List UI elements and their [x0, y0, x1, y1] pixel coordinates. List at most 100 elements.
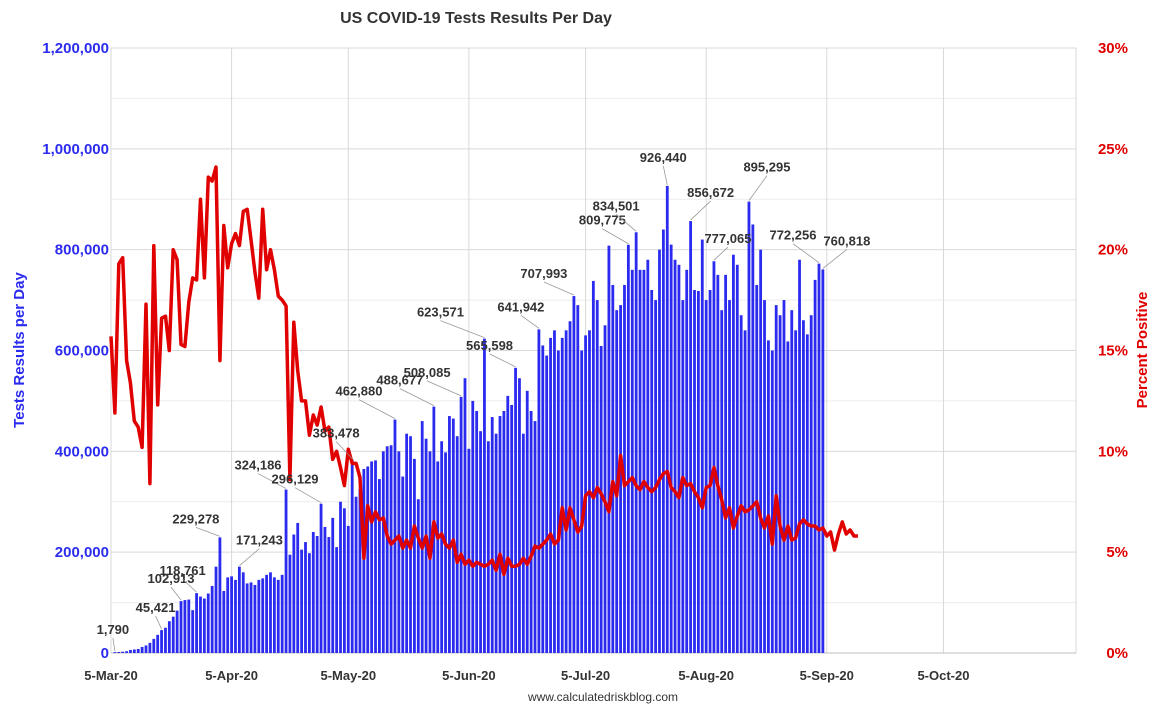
bar	[315, 536, 319, 653]
bar	[595, 300, 599, 653]
data-label-leader	[792, 243, 820, 263]
data-label: 926,440	[640, 150, 687, 165]
bar	[556, 350, 560, 653]
bar	[798, 259, 801, 653]
bar	[206, 593, 210, 653]
bar	[611, 284, 615, 653]
bar	[809, 315, 813, 653]
bar	[786, 341, 790, 653]
bar	[335, 547, 339, 653]
bar	[700, 239, 704, 654]
bar	[451, 418, 455, 653]
data-label: 1,790	[97, 622, 130, 637]
bar	[210, 585, 214, 653]
bar	[222, 590, 226, 653]
data-label: 102,913	[148, 571, 195, 586]
bar	[506, 395, 510, 653]
bar	[529, 411, 533, 653]
data-label: 118,761	[159, 563, 205, 578]
data-label-leader	[543, 281, 575, 296]
bar	[374, 460, 377, 653]
bar	[378, 479, 381, 653]
bar	[541, 345, 545, 653]
x-tick-label: 5-Jun-20	[442, 668, 495, 683]
bar	[747, 201, 751, 653]
bar	[132, 649, 136, 653]
bar	[591, 280, 595, 653]
bar	[385, 446, 389, 653]
data-label: 324,186	[235, 458, 282, 473]
bar	[234, 579, 237, 653]
chart-title: US COVID-19 Tests Results Per Day	[340, 10, 612, 27]
bar	[576, 305, 580, 653]
bar	[720, 310, 724, 653]
y-axis-label-left: Tests Results per Day	[11, 272, 28, 428]
bar	[175, 610, 179, 653]
bar	[350, 459, 354, 653]
bar	[381, 451, 385, 653]
bar	[658, 249, 661, 653]
bar	[778, 315, 782, 653]
bar	[767, 340, 770, 653]
data-label: 772,256	[769, 228, 816, 243]
bar	[358, 489, 362, 653]
data-label-leader	[440, 320, 485, 338]
bar	[300, 549, 304, 653]
data-label-leader	[602, 228, 629, 245]
bar	[307, 553, 311, 653]
bar	[805, 334, 809, 653]
data-label-leader	[690, 200, 711, 221]
bar	[323, 526, 327, 653]
data-label: 760,818	[823, 233, 870, 248]
bar	[237, 566, 241, 653]
bar	[304, 542, 307, 653]
bar	[459, 396, 463, 653]
bar	[346, 525, 350, 653]
bar	[467, 448, 471, 653]
bar	[821, 269, 825, 653]
data-label-leader	[426, 380, 462, 397]
source-credit: www.calculatedriskblog.com	[527, 690, 678, 704]
data-label: 296,129	[272, 472, 319, 487]
bar	[164, 627, 167, 653]
bar	[483, 338, 486, 653]
bar	[755, 284, 759, 653]
bar	[144, 645, 148, 653]
bar	[269, 572, 272, 653]
bar	[121, 651, 125, 653]
data-label: 623,571	[417, 305, 464, 320]
bar	[319, 503, 323, 653]
bar	[218, 537, 222, 653]
bar	[370, 461, 374, 653]
bar	[689, 221, 693, 653]
x-tick-label: 5-Sep-20	[800, 668, 854, 683]
bar	[642, 269, 646, 653]
y-tick-label-left: 200,000	[55, 544, 109, 561]
data-label-leader	[822, 249, 848, 269]
line-series-percent-positive	[109, 165, 858, 577]
y-tick-label-right: 25%	[1098, 141, 1128, 158]
x-tick-label: 5-May-20	[320, 668, 376, 683]
data-label-leader	[748, 175, 768, 201]
bar	[444, 452, 447, 653]
data-label-leader	[294, 487, 322, 504]
bar	[623, 284, 626, 653]
bar	[650, 290, 654, 653]
bar	[276, 579, 280, 653]
bar	[148, 642, 152, 653]
bar	[817, 263, 821, 653]
bar	[167, 621, 171, 653]
x-tick-label: 5-Apr-20	[205, 668, 258, 683]
bar	[661, 229, 665, 653]
bar	[712, 261, 716, 653]
bar	[677, 264, 681, 653]
bar	[553, 330, 556, 653]
y-tick-label-left: 800,000	[55, 242, 109, 259]
data-label: 707,993	[520, 266, 567, 281]
bar	[463, 378, 467, 653]
y-tick-label-right: 15%	[1098, 343, 1128, 360]
bar	[420, 421, 424, 653]
bar	[475, 411, 479, 653]
